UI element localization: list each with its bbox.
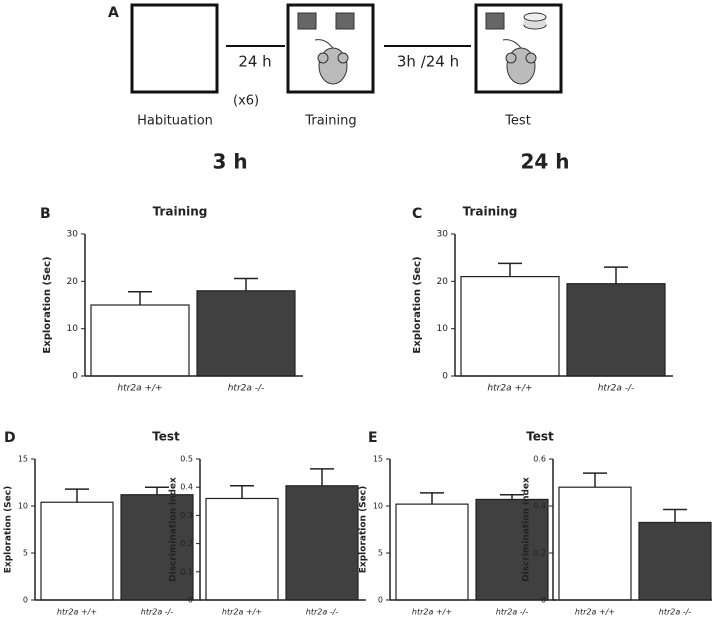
y-tick-label: 5 — [378, 549, 383, 558]
y-axis-label: Exploration (Sec) — [4, 486, 14, 573]
stage-label: Training — [304, 114, 356, 129]
y-axis-label: Discrimination index — [169, 477, 179, 582]
y-tick-label: 0 — [23, 596, 28, 605]
y-tick-label: 0 — [541, 596, 546, 605]
y-tick-label: 30 — [67, 230, 79, 240]
bar — [40, 501, 114, 601]
x-tick-label: htr2a -/- — [228, 384, 265, 394]
y-tick-label: 0.4 — [180, 483, 193, 492]
x-tick-label: htr2a +/+ — [117, 384, 162, 394]
bar — [558, 486, 632, 601]
bar — [285, 485, 359, 601]
y-axis-label: Discrimination index — [522, 477, 532, 582]
column-title: 3 h — [212, 150, 247, 174]
bar — [395, 503, 469, 601]
arena — [474, 3, 563, 94]
stage-label: Test — [504, 114, 531, 129]
y-tick-label: 15 — [373, 455, 383, 464]
y-tick-label: 10 — [437, 324, 449, 334]
bar — [566, 283, 666, 377]
mouse — [314, 39, 537, 85]
x-tick-label: htr2a -/- — [598, 384, 635, 394]
bar — [90, 304, 190, 377]
y-axis-label: Exploration (Sec) — [42, 256, 53, 353]
y-axis-label: Exploration (Sec) — [412, 256, 423, 353]
y-tick-label: 10 — [18, 502, 28, 511]
arena — [286, 3, 375, 94]
x-tick-label: htr2a -/- — [496, 608, 529, 617]
y-tick-label: 30 — [437, 230, 449, 240]
y-tick-label: 15 — [18, 455, 28, 464]
y-tick-label: 0 — [378, 596, 383, 605]
panel-label: C — [412, 206, 422, 222]
y-tick-label: 10 — [373, 502, 383, 511]
x-tick-label: htr2a +/+ — [57, 608, 97, 617]
y-tick-label: 0.5 — [180, 455, 193, 464]
stage-label: Habituation — [137, 114, 213, 129]
y-tick-label: 20 — [437, 277, 449, 287]
x-tick-label: htr2a -/- — [659, 608, 692, 617]
chart-title: Training — [463, 205, 518, 219]
x-tick-label: htr2a +/+ — [222, 608, 262, 617]
panel-label: A — [108, 5, 119, 21]
bar — [475, 498, 549, 601]
y-tick-label: 10 — [67, 324, 79, 334]
y-tick-label: 0 — [72, 372, 78, 382]
y-tick-label: 5 — [23, 549, 28, 558]
x-tick-label: htr2a -/- — [141, 608, 174, 617]
x-tick-label: htr2a +/+ — [575, 608, 615, 617]
y-tick-label: 0.2 — [533, 549, 546, 558]
y-tick-label: 0.4 — [533, 502, 546, 511]
objects — [297, 12, 547, 30]
y-tick-label: 0.3 — [180, 511, 193, 520]
x-tick-label: htr2a +/+ — [412, 608, 452, 617]
y-tick-label: 0.2 — [180, 539, 193, 548]
x-tick-label: htr2a +/+ — [487, 384, 532, 394]
chart-title: Test — [152, 430, 180, 444]
bar — [638, 521, 712, 601]
y-tick-label: 0 — [442, 372, 448, 382]
column-title: 24 h — [520, 150, 569, 174]
bar — [196, 290, 296, 377]
repeat-label: (x6) — [233, 94, 259, 109]
chart-title: Test — [526, 430, 554, 444]
chart-title: Training — [153, 205, 208, 219]
delay-label: 24 h — [238, 53, 271, 71]
y-tick-label: 20 — [67, 277, 79, 287]
delay-label: 3h /24 h — [397, 53, 459, 71]
y-tick-label: 0.6 — [533, 455, 546, 464]
x-tick-label: htr2a -/- — [306, 608, 339, 617]
bar — [205, 497, 279, 601]
panel-label: E — [368, 430, 378, 446]
panel-label: B — [40, 206, 51, 222]
y-axis-label: Exploration (Sec) — [359, 486, 369, 573]
y-tick-label: 0 — [188, 596, 193, 605]
arena — [130, 3, 219, 94]
bar — [460, 276, 560, 377]
panel-label: D — [4, 430, 16, 446]
diagram: A (x6) 24 h 3h /24 h Habituation Trainin… — [108, 3, 570, 174]
y-tick-label: 0.1 — [180, 567, 193, 576]
